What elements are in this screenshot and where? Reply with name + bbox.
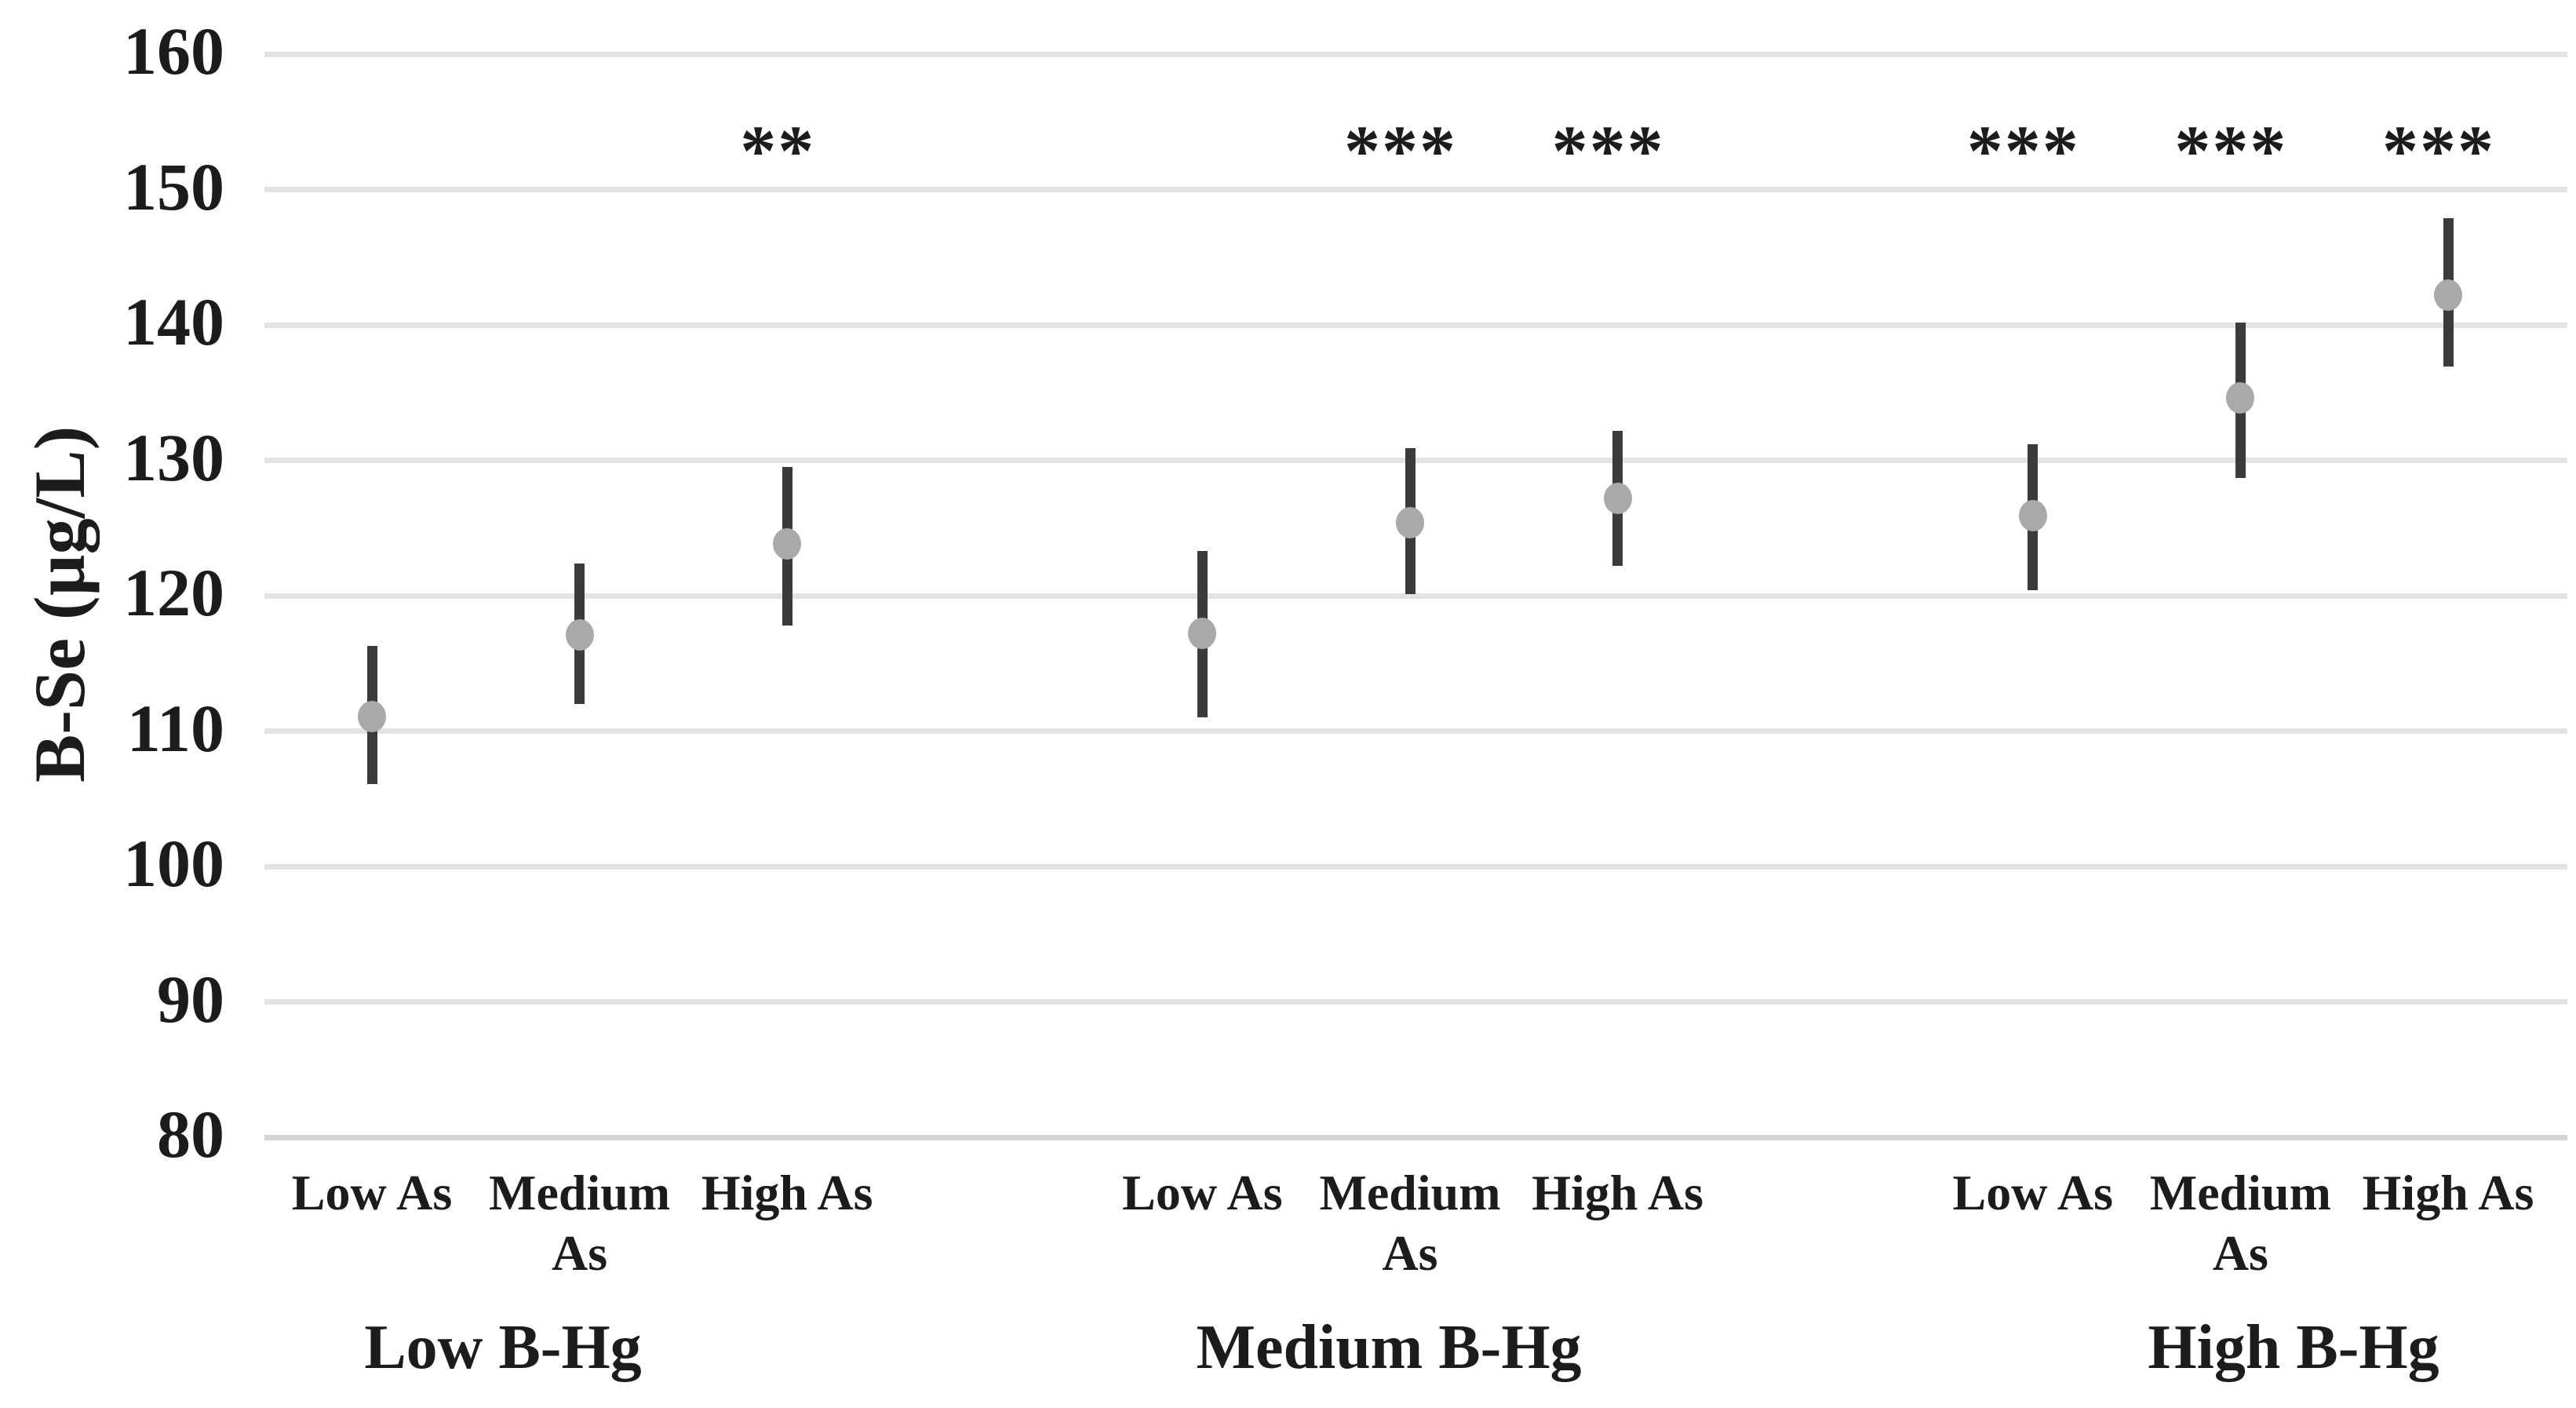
gridline	[264, 187, 2567, 192]
data-point-marker	[1396, 506, 1424, 538]
y-tick-label: 120	[123, 555, 224, 630]
x-group-label: Medium B-Hg	[1196, 1313, 1582, 1382]
data-point-marker	[1603, 482, 1632, 514]
y-tick-label: 130	[123, 419, 224, 495]
x-category-label: Medium As	[1319, 1165, 1501, 1281]
y-tick-label: 100	[123, 826, 224, 901]
gridline	[264, 999, 2567, 1005]
x-category-label: Medium As	[489, 1165, 671, 1281]
x-category-label: Low As	[1952, 1165, 2114, 1220]
x-group-label: Low B-Hg	[364, 1313, 642, 1382]
significance-marker: ***	[2382, 111, 2495, 191]
x-category-label: Low As	[1122, 1165, 1283, 1220]
x-category-label: Low As	[291, 1165, 453, 1220]
data-point-marker	[2018, 500, 2047, 532]
y-tick-label: 160	[123, 13, 224, 89]
y-tick-label: 150	[123, 148, 224, 224]
significance-marker: ***	[1551, 111, 1665, 191]
gridline	[264, 863, 2567, 870]
x-axis-line	[264, 1134, 2567, 1140]
significance-marker: **	[740, 111, 816, 191]
data-point-marker	[358, 700, 386, 732]
data-point-marker	[565, 619, 594, 651]
significance-marker: ***	[1966, 111, 2080, 191]
data-point-marker	[773, 528, 802, 560]
data-point-marker	[2434, 279, 2462, 312]
data-point-marker	[1188, 618, 1217, 650]
x-group-label: High B-Hg	[2148, 1313, 2439, 1382]
y-tick-label: 90	[157, 961, 224, 1037]
y-tick-label: 80	[157, 1096, 224, 1172]
gridline	[264, 51, 2567, 57]
x-category-label: High As	[1532, 1165, 1703, 1220]
x-category-label: Medium As	[2149, 1165, 2331, 1281]
significance-marker: ***	[1344, 111, 1457, 191]
x-category-label: High As	[2362, 1165, 2534, 1220]
gridline	[264, 322, 2567, 328]
data-point-marker	[2226, 382, 2255, 414]
significance-marker: ***	[2174, 111, 2288, 191]
y-tick-label: 110	[126, 690, 224, 766]
x-category-label: High As	[701, 1165, 873, 1220]
gridline	[264, 728, 2567, 734]
gridline	[264, 593, 2567, 599]
y-tick-label: 140	[123, 284, 224, 359]
gridline	[264, 458, 2567, 463]
